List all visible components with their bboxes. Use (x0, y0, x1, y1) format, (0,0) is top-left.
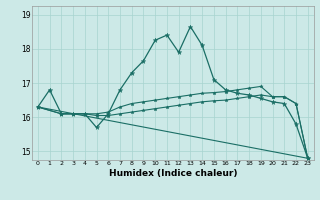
X-axis label: Humidex (Indice chaleur): Humidex (Indice chaleur) (108, 169, 237, 178)
